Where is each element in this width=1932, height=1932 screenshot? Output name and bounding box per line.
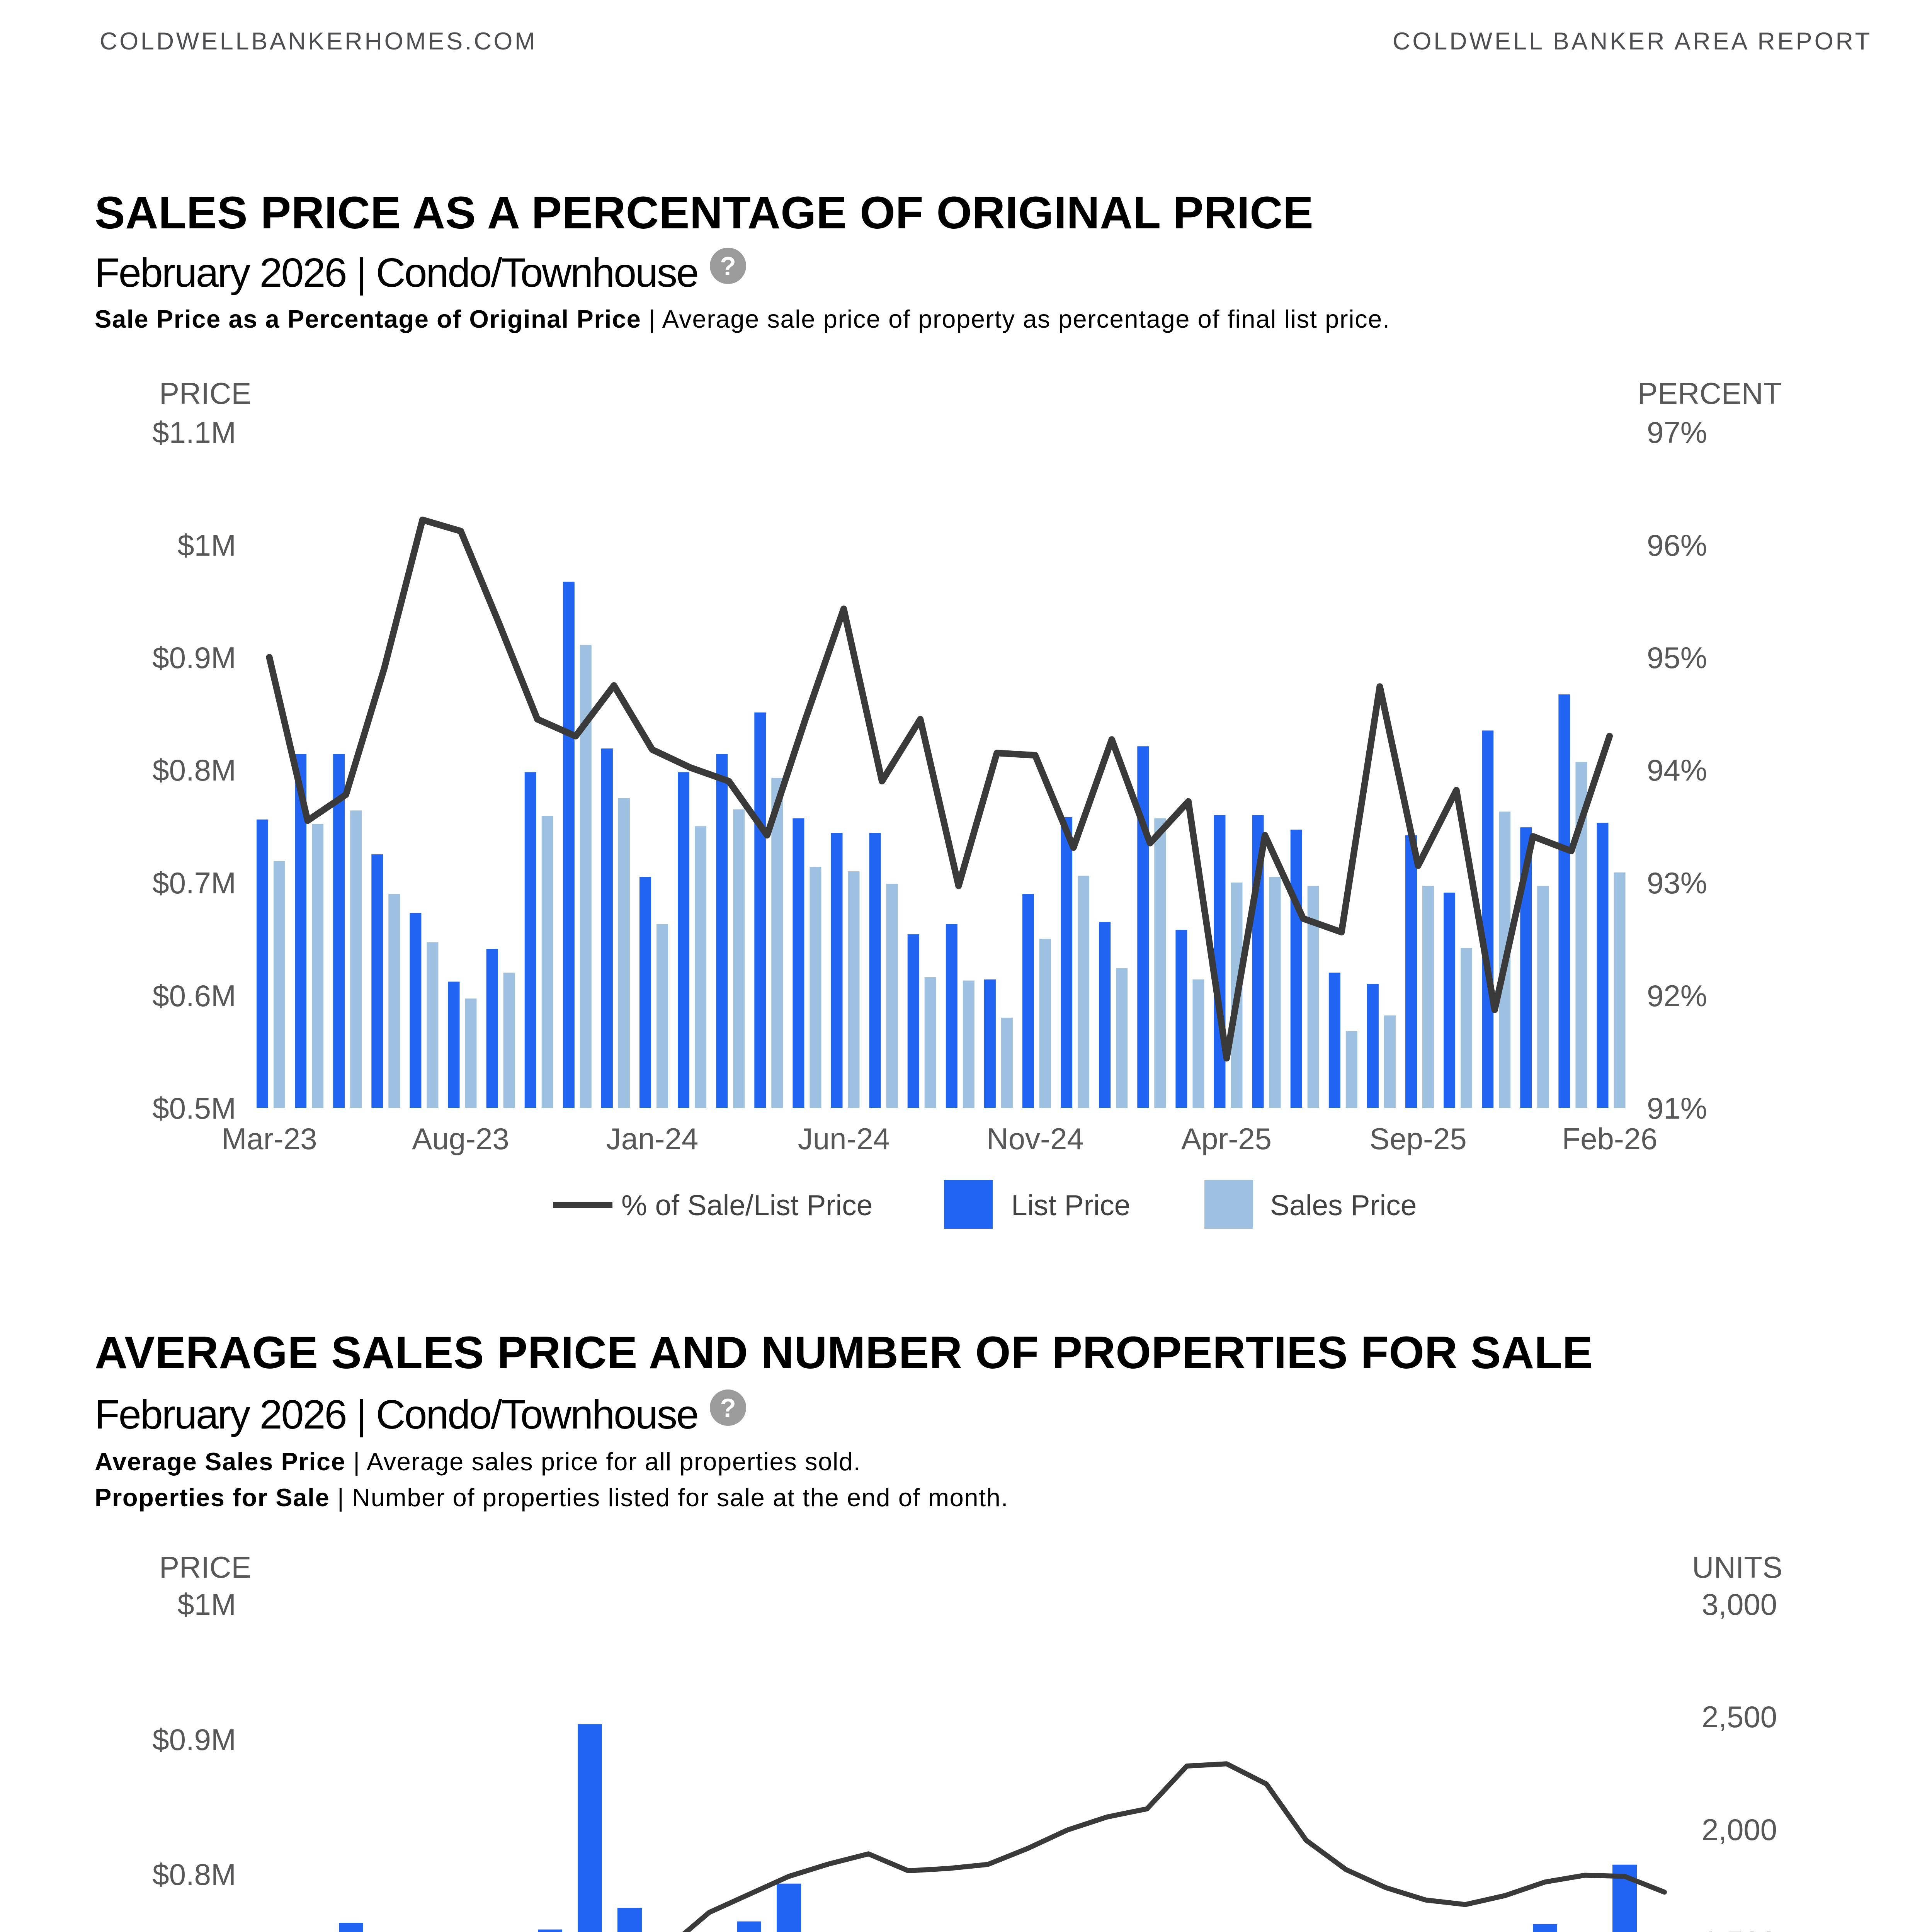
svg-text:95%: 95% bbox=[1647, 641, 1707, 675]
svg-text:February 2026 | Condo/Townhous: February 2026 | Condo/Townhouse bbox=[95, 1392, 698, 1437]
svg-text:?: ? bbox=[720, 1393, 736, 1423]
svg-text:94%: 94% bbox=[1647, 753, 1707, 787]
svg-text:$0.9M: $0.9M bbox=[152, 1723, 236, 1757]
svg-text:93%: 93% bbox=[1647, 866, 1707, 900]
svg-text:92%: 92% bbox=[1647, 979, 1707, 1013]
svg-text:$0.7M: $0.7M bbox=[152, 866, 236, 900]
svg-text:$1.1M: $1.1M bbox=[152, 415, 236, 449]
svg-text:$0.9M: $0.9M bbox=[152, 641, 236, 675]
svg-text:3,000: 3,000 bbox=[1702, 1587, 1777, 1621]
svg-text:Aug-23: Aug-23 bbox=[412, 1122, 509, 1156]
svg-text:PRICE: PRICE bbox=[159, 1550, 251, 1584]
svg-text:2,000: 2,000 bbox=[1702, 1813, 1777, 1847]
svg-text:UNITS: UNITS bbox=[1692, 1550, 1782, 1584]
svg-text:PRICE: PRICE bbox=[159, 376, 251, 410]
svg-text:Nov-24: Nov-24 bbox=[986, 1122, 1083, 1156]
svg-text:Properties for Sale | Number o: Properties for Sale | Number of properti… bbox=[95, 1483, 1009, 1512]
svg-text:February 2026 | Condo/Townhous: February 2026 | Condo/Townhouse bbox=[95, 250, 698, 296]
svg-text:91%: 91% bbox=[1647, 1091, 1707, 1125]
svg-text:AVERAGE SALES PRICE AND NUMBER: AVERAGE SALES PRICE AND NUMBER OF PROPER… bbox=[95, 1327, 1593, 1378]
svg-text:Apr-25: Apr-25 bbox=[1181, 1122, 1272, 1156]
svg-text:?: ? bbox=[720, 252, 736, 281]
svg-text:SALES PRICE AS A PERCENTAGE OF: SALES PRICE AS A PERCENTAGE OF ORIGINAL … bbox=[95, 187, 1313, 238]
svg-text:PERCENT: PERCENT bbox=[1638, 376, 1782, 410]
svg-text:Jun-24: Jun-24 bbox=[798, 1122, 890, 1156]
svg-text:96%: 96% bbox=[1647, 528, 1707, 562]
svg-text:1,500: 1,500 bbox=[1702, 1925, 1777, 1932]
svg-text:$1M: $1M bbox=[177, 1587, 236, 1621]
svg-text:$0.5M: $0.5M bbox=[152, 1091, 236, 1125]
svg-text:Feb-26: Feb-26 bbox=[1562, 1122, 1657, 1156]
svg-text:$1M: $1M bbox=[177, 528, 236, 562]
svg-text:Sales Price: Sales Price bbox=[1270, 1189, 1417, 1221]
svg-text:List Price: List Price bbox=[1011, 1189, 1130, 1221]
svg-text:$0.6M: $0.6M bbox=[152, 979, 236, 1013]
svg-text:$0.8M: $0.8M bbox=[152, 1857, 236, 1891]
svg-text:% of Sale/List Price: % of Sale/List Price bbox=[621, 1189, 872, 1221]
svg-text:Sep-25: Sep-25 bbox=[1369, 1122, 1467, 1156]
svg-text:2,500: 2,500 bbox=[1702, 1700, 1777, 1734]
svg-text:Sale Price as a Percentage of: Sale Price as a Percentage of Original P… bbox=[95, 305, 1390, 333]
svg-text:COLDWELLBANKERHOMES.COM: COLDWELLBANKERHOMES.COM bbox=[100, 28, 537, 55]
svg-text:$0.8M: $0.8M bbox=[152, 753, 236, 787]
svg-text:Jan-24: Jan-24 bbox=[606, 1122, 699, 1156]
svg-text:COLDWELL BANKER AREA REPORT: COLDWELL BANKER AREA REPORT bbox=[1393, 28, 1872, 55]
svg-text:Mar-23: Mar-23 bbox=[221, 1122, 317, 1156]
svg-text:97%: 97% bbox=[1647, 415, 1707, 449]
svg-text:Average Sales Price | Average: Average Sales Price | Average sales pric… bbox=[95, 1447, 861, 1476]
